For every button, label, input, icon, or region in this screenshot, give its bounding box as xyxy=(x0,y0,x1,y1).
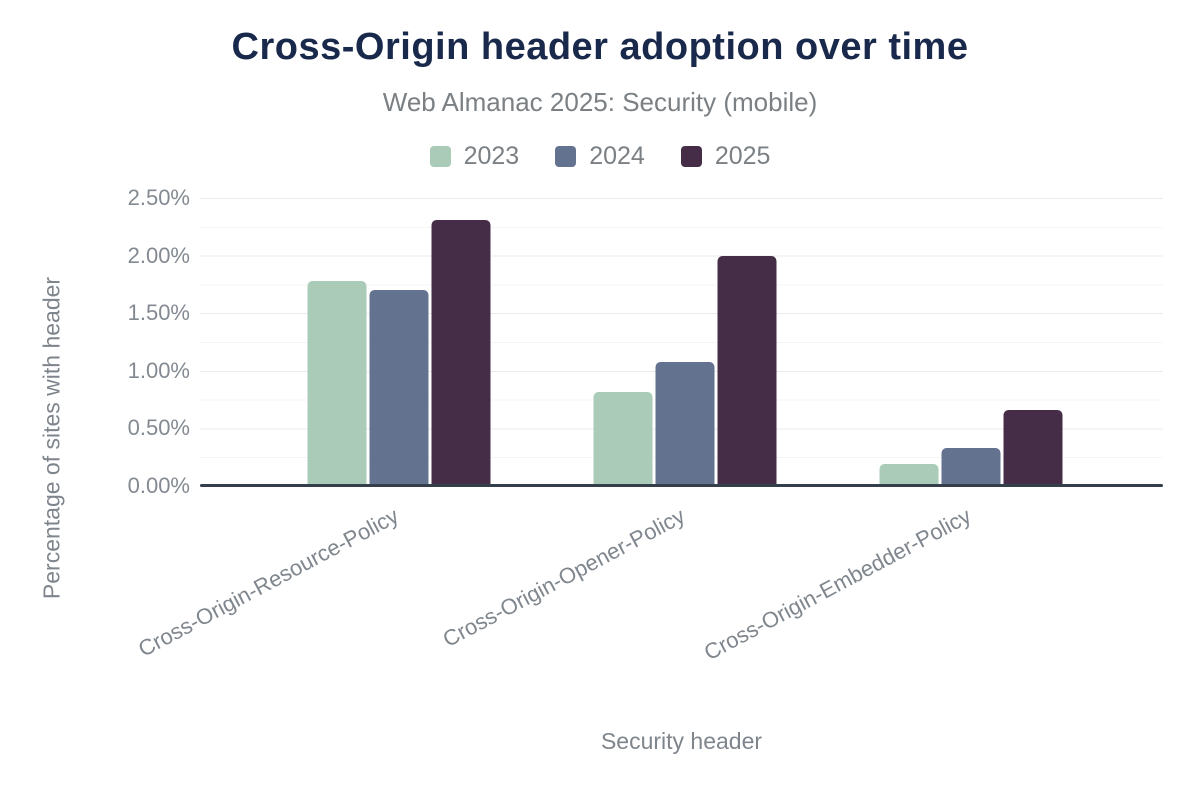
y-axis-tick-label: 0.00% xyxy=(127,473,190,498)
y-axis-tick-label: 2.50% xyxy=(127,185,190,210)
legend-swatch-icon xyxy=(429,146,451,167)
bar-2023-cross-origin-opener-policy[interactable] xyxy=(593,391,653,486)
y-axis-tick-label: 2.00% xyxy=(127,242,190,268)
legend: 2023 2024 2025 xyxy=(0,142,1200,171)
chart-subtitle: Web Almanac 2025: Security (mobile) xyxy=(382,87,818,117)
y-axis-tick-label: 1.50% xyxy=(127,300,190,326)
bar-group-cross-origin-resource-policy xyxy=(307,219,491,486)
bar-2023-cross-origin-resource-policy[interactable] xyxy=(307,280,367,486)
y-axis-tick-label: 0.50% xyxy=(127,415,190,441)
bar-2025-cross-origin-opener-policy[interactable] xyxy=(717,255,777,486)
x-axis-category-label: Cross-Origin-Embedder-Policy xyxy=(699,503,975,666)
legend-item-label: 2025 xyxy=(714,142,771,170)
legend-item-2024[interactable]: 2024 xyxy=(555,142,645,171)
bar-group-cross-origin-opener-policy xyxy=(593,255,777,486)
legend-swatch-icon xyxy=(680,146,702,167)
x-axis-line xyxy=(200,484,1163,487)
bar-2024-cross-origin-embedder-policy[interactable] xyxy=(941,448,1001,486)
legend-item-label: 2023 xyxy=(463,142,520,170)
bar-2025-cross-origin-resource-policy[interactable] xyxy=(431,219,491,486)
legend-item-2023[interactable]: 2023 xyxy=(429,142,520,171)
x-axis-category-label: Cross-Origin-Opener-Policy xyxy=(438,503,689,652)
legend-swatch-icon xyxy=(555,146,577,167)
legend-item-label: 2024 xyxy=(589,142,645,170)
bar-2025-cross-origin-embedder-policy[interactable] xyxy=(1003,410,1063,486)
legend-item-2025[interactable]: 2025 xyxy=(680,142,771,171)
bar-group-cross-origin-embedder-policy xyxy=(879,410,1063,486)
x-axis-title: Security header xyxy=(600,728,763,754)
x-axis-category-label: Cross-Origin-Resource-Policy xyxy=(134,503,403,662)
bar-2024-cross-origin-opener-policy[interactable] xyxy=(655,361,715,486)
bar-2024-cross-origin-resource-policy[interactable] xyxy=(369,290,429,486)
chart-title: Cross-Origin header adoption over time xyxy=(231,26,969,68)
y-axis-tick-label: 1.00% xyxy=(127,357,190,383)
bar-2023-cross-origin-embedder-policy[interactable] xyxy=(879,464,939,486)
